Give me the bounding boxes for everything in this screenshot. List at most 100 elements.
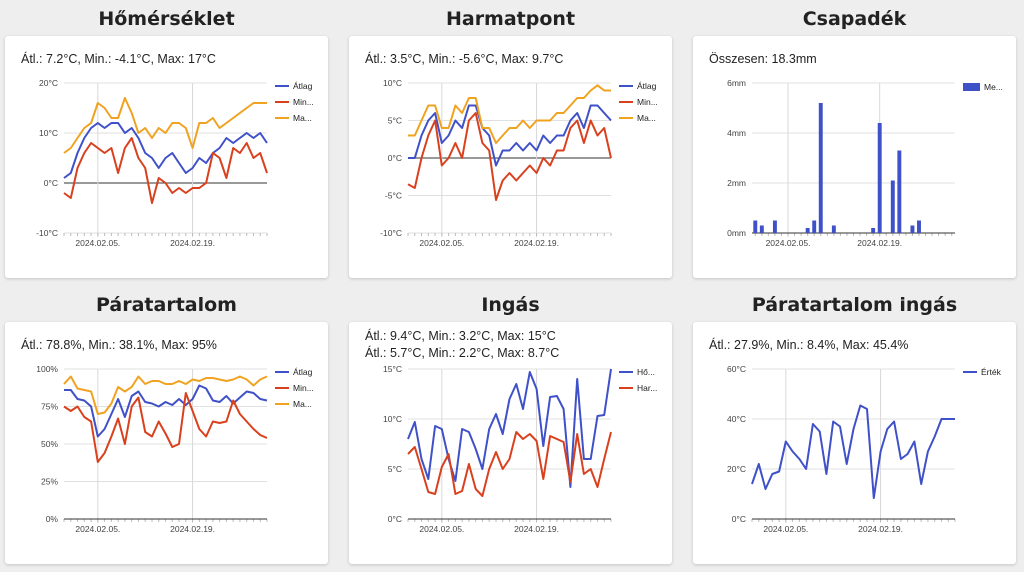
stats-summary: Átl.: 27.9%, Min.: 8.4%, Max: 45.4% (709, 338, 909, 352)
chart-svg: 0°C 20°C 40°C 60°C 2024.02.05. 2024.02.19. Ért… (727, 364, 1002, 534)
series-line-atlag (408, 104, 612, 167)
legend-label[interactable]: Me... (984, 82, 1003, 92)
legend-label[interactable]: Min... (293, 97, 314, 107)
chart-panel-harmatpont: Harmatpont Átl.: 3.5°C, Min.: -5.6°C, Max… (349, 8, 672, 278)
series-line-atlag (63, 122, 268, 179)
stats-summary: Átl.: 5.7°C, Min.: 2.2°C, Max: 8.7°C (365, 346, 560, 360)
chart-panel-csapadek: Csapadék Összesen: 18.3mm 0mm 2mm 4mm 6mm 2024… (693, 8, 1016, 278)
y-tick-label: 40°C (727, 414, 746, 424)
series-line-maximum (63, 375, 268, 415)
x-tick-label: 2024.02.05. (419, 238, 464, 248)
stats-summary: Átl.: 7.2°C, Min.: -4.1°C, Max: 17°C (21, 52, 216, 66)
y-tick-label: -10°C (36, 228, 58, 238)
chart-title: Ingás (481, 294, 540, 316)
x-tick-label: 2024.02.05. (419, 524, 464, 534)
bar (753, 220, 758, 233)
chart-title: Páratartalom (96, 294, 237, 316)
legend-label[interactable]: Har... (637, 383, 657, 393)
x-tick-label: 2024.02.19. (857, 238, 902, 248)
chart-card: Összesen: 18.3mm 0mm 2mm 4mm 6mm 2024.02.05. 2… (693, 36, 1016, 278)
legend-swatch (963, 83, 980, 91)
y-tick-label: 0°C (44, 178, 58, 188)
x-tick-label: 2024.02.05. (766, 238, 811, 248)
x-tick-label: 2024.02.19. (170, 524, 215, 534)
y-tick-label: -5°C (385, 191, 402, 201)
series-line-maximum (408, 84, 611, 144)
y-tick-label: 0°C (732, 514, 746, 524)
bar (759, 225, 764, 233)
legend-label[interactable]: Ma... (293, 113, 312, 123)
legend-label[interactable]: Érték (981, 367, 1002, 377)
y-tick-label: 4mm (727, 128, 746, 138)
chart-svg: 0% 25% 50% 75% 100% 2024.02.05. 2024.02.19. Átl… (36, 364, 314, 534)
chart-card: Átl.: 27.9%, Min.: 8.4%, Max: 45.4% 0°C 20… (693, 322, 1016, 564)
bar (772, 220, 777, 233)
y-tick-label: 0°C (388, 153, 402, 163)
stats-summary: Összesen: 18.3mm (709, 52, 817, 66)
series-line-minimum (407, 112, 612, 201)
x-tick-label: 2024.02.19. (514, 524, 559, 534)
chart-panel-ingas: Ingás Átl.: 9.4°C, Min.: 3.2°C, Max: 15°C… (349, 294, 672, 564)
chart-svg: -10°C 0°C 10°C 20°C 2024.02.05. 2024.02.19. Át… (36, 78, 314, 248)
legend-label[interactable]: Átlag (637, 81, 657, 91)
stats-summary: Átl.: 9.4°C, Min.: 3.2°C, Max: 15°C (365, 329, 556, 343)
chart-panel-homerseklet: Hőmérséklet Átl.: 7.2°C, Min.: -4.1°C, Ma… (5, 8, 328, 278)
y-tick-label: 15°C (383, 364, 402, 374)
bar (818, 103, 823, 233)
chart-title: Hőmérséklet (98, 8, 235, 30)
bar (917, 220, 921, 233)
legend-label[interactable]: Min... (637, 97, 658, 107)
series-line-ertek (751, 404, 955, 499)
x-tick-label: 2024.02.05. (763, 524, 808, 534)
series-line-minimum (63, 137, 268, 204)
y-tick-label: 20°C (39, 78, 58, 88)
y-tick-label: 50% (41, 439, 58, 449)
chart-svg: 0°C 5°C 10°C 15°C 2024.02.05. 2024.02.19. Hő..… (383, 364, 657, 534)
series-line-harmatpont (407, 431, 612, 497)
series-line-maximum (63, 97, 267, 154)
y-tick-label: 60°C (727, 364, 746, 374)
chart-panel-paratartalom-ingas: Páratartalom ingás Átl.: 27.9%, Min.: 8.4… (693, 294, 1016, 564)
y-tick-label: 5°C (388, 464, 402, 474)
y-tick-label: 10°C (383, 414, 402, 424)
bar (871, 228, 876, 233)
bar (831, 225, 836, 233)
x-tick-label: 2024.02.19. (858, 524, 903, 534)
bar (897, 150, 902, 233)
x-tick-label: 2024.02.19. (514, 238, 559, 248)
chart-svg: -10°C -5°C 0°C 5°C 10°C 2024.02.05. 2024.02.19… (380, 78, 658, 248)
chart-card: Átl.: 3.5°C, Min.: -5.6°C, Max: 9.7°C -10… (349, 36, 672, 278)
legend-label[interactable]: Ma... (293, 399, 312, 409)
chart-card: Átl.: 9.4°C, Min.: 3.2°C, Max: 15°C Átl.:… (349, 322, 672, 564)
y-tick-label: 6mm (727, 78, 746, 88)
y-tick-label: -10°C (380, 228, 402, 238)
x-tick-label: 2024.02.05. (75, 524, 120, 534)
legend-label[interactable]: Min... (293, 383, 314, 393)
chart-panel-paratartalom: Páratartalom Átl.: 78.8%, Min.: 38.1%, Ma… (5, 294, 328, 564)
bar (812, 220, 817, 233)
y-tick-label: 75% (41, 402, 58, 412)
legend-label[interactable]: Ma... (637, 113, 656, 123)
y-tick-label: 100% (36, 364, 58, 374)
chart-card: Átl.: 78.8%, Min.: 38.1%, Max: 95% 0% 25% 5… (5, 322, 328, 564)
series-line-minimum (63, 392, 268, 463)
bar (890, 180, 895, 233)
stats-summary: Átl.: 3.5°C, Min.: -5.6°C, Max: 9.7°C (365, 52, 564, 66)
series-line-homerseklet (407, 368, 612, 488)
chart-card: Átl.: 7.2°C, Min.: -4.1°C, Max: 17°C -10°… (5, 36, 328, 278)
legend-label[interactable]: Átlag (293, 367, 313, 377)
x-tick-label: 2024.02.19. (170, 238, 215, 248)
legend-label[interactable]: Átlag (293, 81, 313, 91)
y-tick-label: 0mm (727, 228, 746, 238)
y-tick-label: 10°C (383, 78, 402, 88)
chart-title: Harmatpont (445, 8, 576, 30)
y-tick-label: 5°C (388, 116, 402, 126)
legend-label[interactable]: Hő... (637, 367, 655, 377)
series-line-atlag (64, 384, 268, 438)
y-tick-label: 2mm (727, 178, 746, 188)
chart-title: Páratartalom ingás (751, 294, 958, 316)
stats-summary: Átl.: 78.8%, Min.: 38.1%, Max: 95% (21, 338, 217, 352)
bar (805, 228, 810, 233)
y-tick-label: 25% (41, 477, 58, 487)
chart-svg: 0mm 2mm 4mm 6mm 2024.02.05. 2024.02.19. Me... (727, 78, 1003, 248)
